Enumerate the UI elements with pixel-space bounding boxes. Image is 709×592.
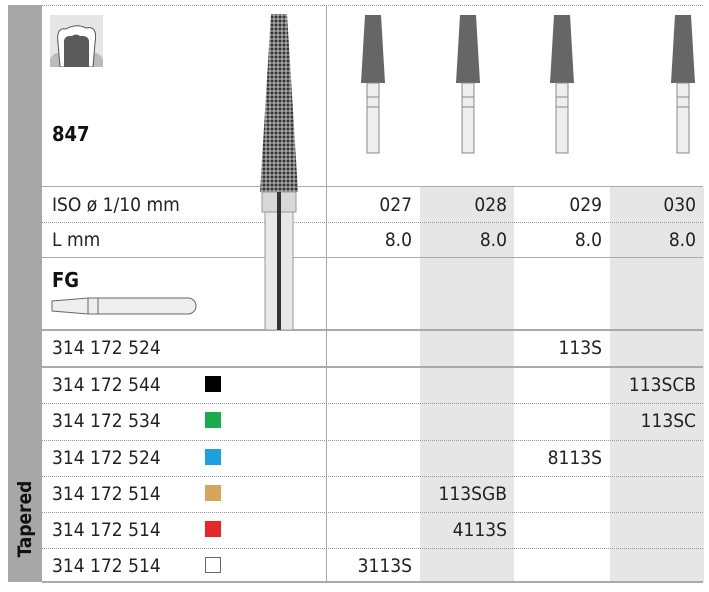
article-number: 314 172 524 (52, 337, 161, 359)
shape-code: 847 (52, 122, 90, 146)
article-number: 314 172 544 (52, 374, 161, 396)
divider (42, 476, 703, 477)
grit-color-swatch (205, 376, 221, 392)
iso-size: 027 (379, 194, 412, 216)
divider (42, 440, 703, 441)
divider (42, 329, 703, 331)
product-code: 113SC (640, 410, 696, 432)
length-label: L mm (52, 229, 101, 251)
diamond-bur-image (260, 14, 298, 330)
divider (42, 186, 703, 187)
bur-size-illustrations (361, 15, 695, 154)
length: 8.0 (668, 229, 696, 251)
divider (42, 403, 703, 404)
tooth-crown-icon (50, 15, 103, 67)
grit-color-swatch (205, 557, 221, 573)
article-number: 314 172 514 (52, 483, 161, 505)
divider (42, 581, 703, 583)
fg-shank-icon (51, 297, 197, 315)
article-number: 314 172 514 (52, 555, 161, 577)
grit-color-swatch (205, 521, 221, 537)
iso-size: 029 (569, 194, 602, 216)
product-code: 113SCB (628, 374, 696, 396)
product-code: 4113S (452, 519, 507, 541)
category-sidebar: Tapered (8, 5, 42, 582)
iso-size: 030 (663, 194, 696, 216)
article-number: 314 172 534 (52, 410, 161, 432)
article-number: 314 172 524 (52, 447, 161, 469)
divider (42, 222, 703, 223)
iso-size: 028 (474, 194, 507, 216)
article-number: 314 172 514 (52, 519, 161, 541)
product-code: 113SGB (438, 483, 507, 505)
shank-type: FG (52, 268, 80, 292)
grit-color-swatch (205, 412, 221, 428)
divider (42, 512, 703, 513)
length: 8.0 (574, 229, 602, 251)
product-code: 8113S (547, 447, 602, 469)
iso-label: ISO ø 1/10 mm (52, 194, 180, 216)
length: 8.0 (479, 229, 507, 251)
column-shade (610, 187, 704, 582)
grit-color-swatch (205, 485, 221, 501)
product-code: 3113S (357, 555, 412, 577)
length: 8.0 (384, 229, 412, 251)
product-code: 113S (558, 337, 602, 359)
category-label: Tapered (14, 480, 36, 558)
divider (326, 5, 327, 582)
grit-color-swatch (205, 449, 221, 465)
divider (42, 5, 703, 6)
divider (42, 257, 703, 258)
divider (42, 366, 703, 368)
divider (42, 548, 703, 549)
column-shade (420, 187, 514, 582)
